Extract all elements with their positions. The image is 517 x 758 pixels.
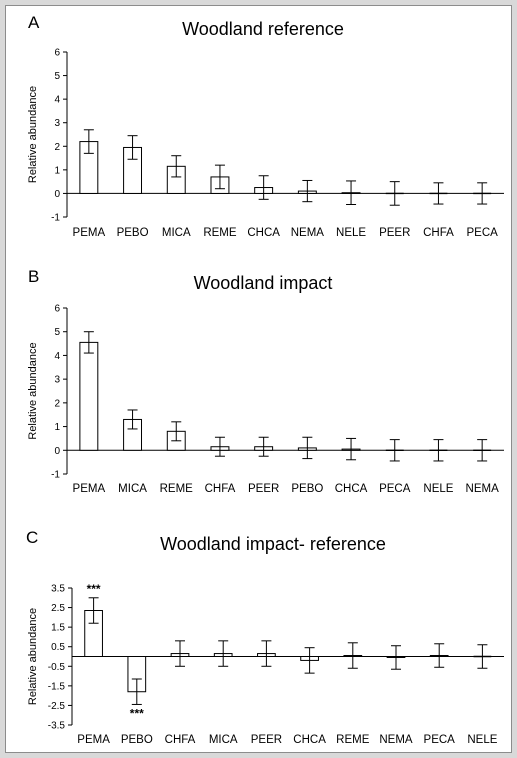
y-tick-label: 2 (54, 398, 60, 409)
category-label: PEER (379, 227, 410, 239)
chart-panel-a: A Woodland reference Relative abundance -1 0… (27, 13, 504, 239)
category-label: PEBO (117, 227, 149, 239)
category-label: CHFA (165, 734, 196, 746)
y-tick-label: 0 (54, 189, 60, 200)
category-label: REME (160, 483, 194, 495)
significance-marker: *** (87, 582, 101, 596)
y-tick-label: -2.5 (48, 701, 66, 712)
y-tick-label: 1.5 (51, 623, 65, 634)
y-tick-label: 2 (54, 142, 60, 153)
bar-pema (79, 341, 99, 451)
y-tick-label: 1 (54, 165, 60, 176)
y-tick-label: 3.5 (51, 584, 65, 595)
y-tick-label: 3 (54, 118, 60, 129)
category-label: PEMA (77, 734, 110, 746)
category-label: CHCA (293, 734, 326, 746)
significance-marker: *** (130, 706, 144, 720)
category-label: PEER (251, 734, 282, 746)
category-label: CHFA (423, 227, 454, 239)
y-tick-label: 6 (54, 48, 60, 59)
category-label: PEBO (291, 483, 323, 495)
category-label: MICA (209, 734, 238, 746)
category-label: NELE (423, 483, 453, 495)
category-label: REME (336, 734, 370, 746)
y-tick-label: 5 (54, 71, 60, 82)
category-label: PEER (248, 483, 279, 495)
chart-title: Woodland reference (182, 19, 344, 39)
category-label: CHCA (335, 483, 368, 495)
y-tick-label: 4 (54, 351, 60, 362)
chart-panel-c: C Woodland impact- reference Relative abun… (26, 528, 504, 746)
y-tick-label: 2.5 (51, 603, 65, 614)
y-tick-label: 0 (54, 446, 60, 457)
category-label: PECA (424, 734, 456, 746)
chart-title: Woodland impact (194, 273, 333, 293)
category-label: PEMA (73, 227, 106, 239)
y-tick-label: -1.5 (48, 681, 66, 692)
category-label: PECA (466, 227, 498, 239)
y-tick-label: 5 (54, 327, 60, 338)
category-label: NELE (467, 734, 497, 746)
category-label: PECA (379, 483, 411, 495)
category-label: NEMA (466, 483, 500, 495)
category-label: CHCA (247, 227, 280, 239)
y-tick-label: 1 (54, 422, 60, 433)
y-axis-label: Relative abundance (27, 86, 39, 183)
y-axis-label: Relative abundance (27, 608, 39, 705)
y-tick-label: -0.5 (48, 662, 66, 673)
y-tick-label: -1 (51, 470, 60, 481)
panel-letter: B (28, 267, 39, 286)
panel-letter: C (26, 528, 38, 547)
category-label: NEMA (291, 227, 325, 239)
y-tick-label: -3.5 (48, 721, 66, 732)
y-tick-label: 3 (54, 375, 60, 386)
category-label: NEMA (379, 734, 413, 746)
y-tick-label: 6 (54, 304, 60, 315)
category-label: REME (203, 227, 237, 239)
category-label: MICA (162, 227, 191, 239)
chart-panel-b: B Woodland impact Relative abundance -1 0 1 2 3… (27, 267, 504, 495)
category-label: PEMA (73, 483, 106, 495)
category-label: PEBO (121, 734, 153, 746)
category-label: NELE (336, 227, 366, 239)
panel-letter: A (28, 13, 40, 32)
y-tick-label: 4 (54, 95, 60, 106)
y-tick-label: 0.5 (51, 642, 65, 653)
category-label: CHFA (205, 483, 236, 495)
y-axis-label: Relative abundance (27, 342, 39, 439)
y-tick-label: -1 (51, 213, 60, 224)
chart-canvas: A Woodland reference Relative abundance -1 0… (26, 13, 504, 746)
figure: A Woodland reference Relative abundance -1 0… (5, 5, 512, 753)
chart-title: Woodland impact- reference (160, 534, 386, 554)
category-label: MICA (118, 483, 147, 495)
